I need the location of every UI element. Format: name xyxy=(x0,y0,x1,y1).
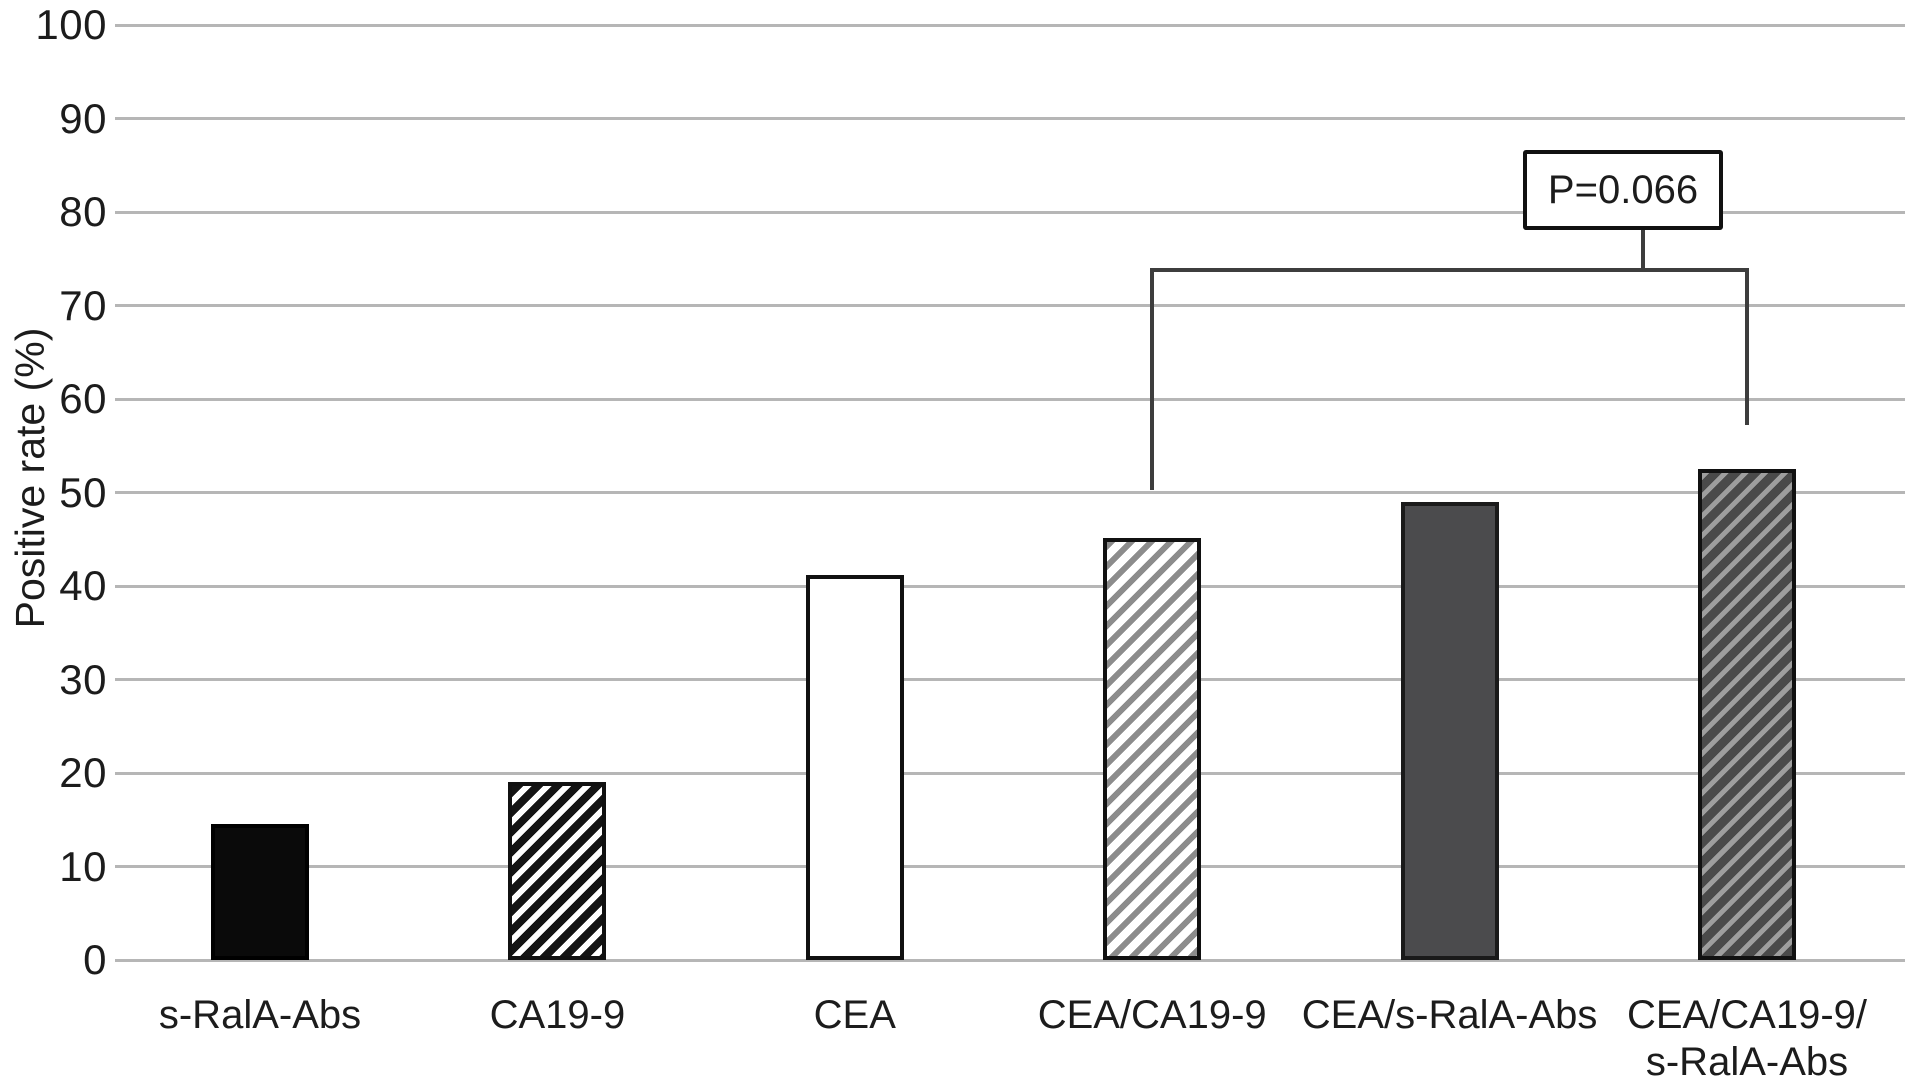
p-value-text: P=0.066 xyxy=(1547,168,1699,212)
gridline-50 xyxy=(115,491,1905,494)
y-tick-label-40: 40 xyxy=(59,562,107,609)
y-tick-label-30: 30 xyxy=(59,655,107,703)
x-axis-label-s-rala-abs: s-RalA-Abs xyxy=(80,992,440,1039)
bar-cea-s-rala-abs xyxy=(1400,501,1499,960)
x-axis-label-line: CEA/CA19-9/ xyxy=(1626,993,1868,1037)
y-tick-label-60: 60 xyxy=(59,375,107,422)
x-axis-label-line: CEA xyxy=(813,993,896,1037)
x-axis-label-cea: CEA xyxy=(675,992,1035,1039)
y-tick-label-100: 100 xyxy=(35,1,107,48)
x-axis-label-cea-ca19-9: CEA/CA19-9 xyxy=(972,992,1332,1039)
y-tick-label-90: 90 xyxy=(59,94,107,142)
bar-cea-ca19-9 xyxy=(1103,538,1202,960)
bracket-right-arm xyxy=(1745,268,1749,425)
y-tick-label-80: 80 xyxy=(59,188,107,235)
gridline-90 xyxy=(115,117,1905,120)
gridline-80 xyxy=(115,210,1905,214)
bar-cea-ca19-9-s-rala-abs xyxy=(1698,469,1796,960)
x-axis-label-ca19-9: CA19-9 xyxy=(377,992,737,1039)
x-axis-label-line: CEA/CA19-9 xyxy=(1037,993,1267,1037)
x-axis-label-cea-s-rala-abs: CEA/s-RalA-Abs xyxy=(1270,992,1630,1039)
bar-ca19-9 xyxy=(508,782,607,960)
x-axis-label-line: s-RalA-Abs xyxy=(1645,1040,1849,1080)
gridline-10 xyxy=(115,865,1905,868)
bar-cea xyxy=(805,574,904,960)
gridline-0 xyxy=(115,958,1905,962)
y-tick-label-70: 70 xyxy=(59,281,107,329)
gridline-60 xyxy=(115,397,1905,401)
bracket-left-arm xyxy=(1150,268,1155,490)
x-axis-label-cea-ca19-9-s-rala-abs: CEA/CA19-9/s-RalA-Abs xyxy=(1567,992,1913,1080)
gridline-30 xyxy=(115,678,1905,681)
gridline-100 xyxy=(115,23,1905,27)
p-box-connector xyxy=(1641,230,1645,270)
x-axis-label-line: s-RalA-Abs xyxy=(158,993,362,1037)
bracket-horizontal xyxy=(1150,268,1749,272)
p-value-annotation-box: P=0.066 xyxy=(1523,150,1723,230)
y-tick-label-20: 20 xyxy=(59,749,107,796)
gridline-40 xyxy=(115,584,1905,588)
gridline-70 xyxy=(115,304,1905,307)
y-tick-label-10: 10 xyxy=(59,842,107,890)
y-tick-label-50: 50 xyxy=(59,468,107,516)
x-axis-label-line: CEA/s-RalA-Abs xyxy=(1301,993,1598,1037)
bar-s-rala-abs xyxy=(211,824,309,960)
gridline-20 xyxy=(115,771,1905,775)
x-axis-label-line: CA19-9 xyxy=(489,993,626,1037)
y-tick-label-0: 0 xyxy=(83,936,107,983)
